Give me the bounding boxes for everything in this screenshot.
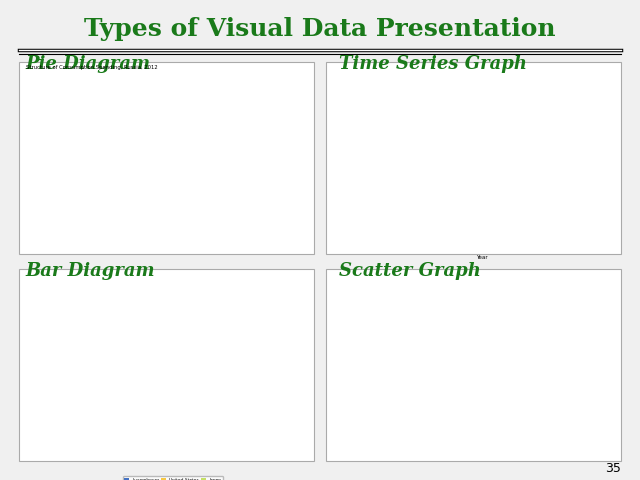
Title: GDP Growth Rate in Selected Countries: GDP Growth Rate in Selected Countries [121, 288, 225, 293]
Text: I(r): I(r) [558, 408, 573, 418]
Wedge shape [70, 148, 184, 228]
X-axis label: Investment (I): Investment (I) [462, 445, 501, 450]
Bar [61, 338, 67, 367]
Bar [239, 349, 244, 367]
Text: Structure of Consumption Spending, Russia, 2012: Structure of Consumption Spending, Russi… [26, 65, 157, 70]
Wedge shape [46, 106, 115, 211]
Bar [205, 364, 210, 367]
Bar [220, 354, 225, 367]
Text: Time Series Graph: Time Series Graph [339, 55, 527, 73]
Text: Scatter Graph: Scatter Graph [339, 262, 481, 279]
Text: Bar Diagram: Bar Diagram [26, 262, 155, 279]
Bar [76, 340, 81, 367]
Bar [126, 356, 131, 367]
Bar [67, 361, 72, 367]
Bar [146, 367, 151, 382]
Bar [156, 311, 161, 367]
Bar [200, 359, 205, 367]
Text: Types of Visual Data Presentation: Types of Visual Data Presentation [84, 17, 556, 41]
Title: Investment Demand Curve: Investment Demand Curve [444, 279, 519, 284]
Bar [195, 349, 200, 367]
Bar [81, 348, 86, 367]
Bar [274, 331, 279, 367]
Text: 35: 35 [605, 462, 621, 475]
Bar [56, 344, 61, 367]
Bar [214, 338, 220, 367]
Wedge shape [71, 89, 184, 158]
Bar [185, 347, 190, 367]
Text: Pie Diagram: Pie Diagram [26, 55, 150, 73]
Bar [101, 341, 106, 367]
Bar [180, 338, 185, 367]
Bar [161, 335, 166, 367]
Bar [259, 341, 264, 367]
Bar [279, 345, 284, 367]
Legend: Luxembourg, United States, Japan: Luxembourg, United States, Japan [123, 476, 223, 480]
Bar [284, 353, 289, 367]
Bar [86, 353, 92, 367]
Legend: Consumption
spending on
food goods – 33,8%, Consumption
spending on
nonfood good: Consumption spending on food goods – 33,… [230, 128, 299, 189]
Bar [141, 337, 146, 367]
Y-axis label: Interest
rate (r): Interest rate (r) [348, 354, 359, 375]
Bar [175, 307, 180, 367]
Bar [166, 367, 171, 368]
Bar [116, 308, 121, 367]
Bar [106, 348, 111, 367]
Bar [136, 318, 141, 367]
Y-axis label: Unemployment Rate: Unemployment Rate [339, 130, 344, 187]
Bar [121, 335, 126, 367]
Bar [234, 347, 239, 367]
Bar [96, 344, 101, 367]
Bar [244, 357, 250, 367]
Bar [254, 335, 259, 367]
X-axis label: Year: Year [476, 255, 488, 260]
Bar [264, 348, 269, 367]
